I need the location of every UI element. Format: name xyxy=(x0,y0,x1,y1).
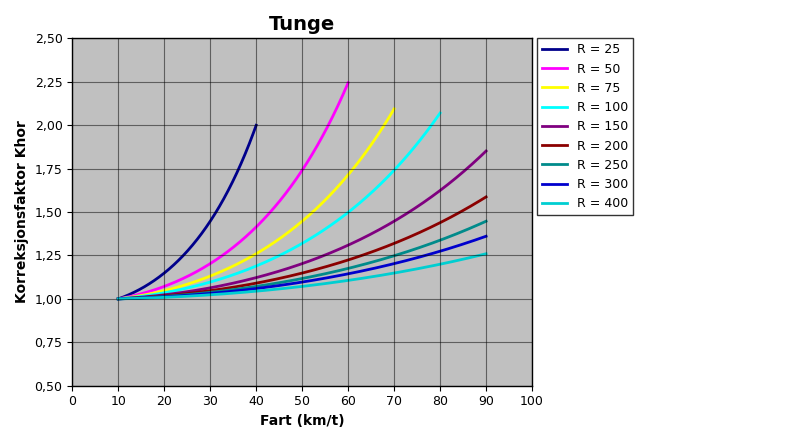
R = 150 xyxy=(288,264,298,269)
R = 250 xyxy=(291,277,300,283)
R = 50 xyxy=(113,296,123,302)
R = 250 xyxy=(288,278,298,283)
R = 200 xyxy=(333,261,342,266)
R = 100 xyxy=(113,296,123,302)
R = 150 xyxy=(482,148,491,154)
R = 25 xyxy=(196,233,205,238)
R = 250 xyxy=(473,222,482,228)
Line: R = 250: R = 250 xyxy=(118,221,486,299)
Legend: R = 25, R = 50, R = 75, R = 100, R = 150, R = 200, R = 250, R = 300, R = 400: R = 25, R = 50, R = 75, R = 100, R = 150… xyxy=(537,39,633,215)
R = 300 xyxy=(333,273,342,279)
R = 25 xyxy=(179,253,188,258)
R = 200 xyxy=(291,272,300,277)
Line: R = 400: R = 400 xyxy=(118,254,486,299)
R = 250 xyxy=(333,268,342,274)
Line: R = 150: R = 150 xyxy=(118,151,486,299)
R = 300 xyxy=(415,254,425,260)
R = 100 xyxy=(305,236,314,241)
X-axis label: Fart (km/t): Fart (km/t) xyxy=(260,414,345,428)
Line: R = 200: R = 200 xyxy=(118,197,486,299)
R = 50 xyxy=(344,80,353,85)
R = 150 xyxy=(473,157,482,162)
R = 300 xyxy=(113,296,123,302)
R = 100 xyxy=(377,180,386,185)
R = 25 xyxy=(180,252,189,257)
Line: R = 100: R = 100 xyxy=(118,113,440,299)
R = 150 xyxy=(333,247,342,253)
Line: R = 300: R = 300 xyxy=(118,236,486,299)
R = 200 xyxy=(482,194,491,199)
Title: Tunge: Tunge xyxy=(269,15,335,34)
R = 100 xyxy=(287,246,297,252)
R = 400 xyxy=(288,285,298,290)
R = 250 xyxy=(113,296,123,302)
R = 300 xyxy=(313,277,322,282)
Line: R = 50: R = 50 xyxy=(118,83,348,299)
R = 75 xyxy=(278,234,287,239)
R = 400 xyxy=(113,296,123,302)
R = 75 xyxy=(246,254,256,260)
R = 250 xyxy=(415,245,425,250)
R = 75 xyxy=(113,296,123,302)
R = 200 xyxy=(113,296,123,302)
R = 75 xyxy=(340,177,349,182)
R = 400 xyxy=(333,279,342,284)
R = 25 xyxy=(248,132,257,137)
R = 200 xyxy=(473,200,482,205)
R = 300 xyxy=(291,280,300,286)
R = 150 xyxy=(291,264,300,269)
R = 25 xyxy=(113,296,123,302)
R = 25 xyxy=(251,123,261,128)
Line: R = 25: R = 25 xyxy=(118,125,256,299)
R = 50 xyxy=(224,248,234,253)
R = 200 xyxy=(415,230,425,235)
R = 100 xyxy=(428,121,437,127)
R = 150 xyxy=(313,256,322,261)
R = 75 xyxy=(390,106,399,112)
R = 75 xyxy=(263,244,272,249)
R = 200 xyxy=(313,266,322,272)
R = 150 xyxy=(415,202,425,208)
R = 25 xyxy=(188,242,198,247)
R = 250 xyxy=(482,218,491,224)
R = 400 xyxy=(291,284,300,290)
R = 400 xyxy=(415,266,425,271)
R = 50 xyxy=(302,160,311,166)
Y-axis label: Korreksjonsfaktor Khor: Korreksjonsfaktor Khor xyxy=(15,120,29,303)
R = 100 xyxy=(268,256,278,261)
R = 300 xyxy=(482,233,491,239)
R = 200 xyxy=(288,272,298,278)
R = 300 xyxy=(288,281,298,286)
R = 50 xyxy=(223,249,232,254)
R = 75 xyxy=(383,117,392,123)
R = 300 xyxy=(473,237,482,242)
R = 400 xyxy=(482,251,491,256)
R = 50 xyxy=(250,225,260,231)
R = 150 xyxy=(113,296,123,302)
R = 100 xyxy=(436,110,445,116)
R = 50 xyxy=(238,237,247,242)
R = 400 xyxy=(313,282,322,287)
R = 50 xyxy=(338,93,348,98)
R = 250 xyxy=(313,273,322,278)
R = 100 xyxy=(266,257,276,262)
R = 25 xyxy=(227,182,236,187)
R = 400 xyxy=(473,253,482,259)
R = 75 xyxy=(245,255,254,260)
Line: R = 75: R = 75 xyxy=(118,109,394,299)
